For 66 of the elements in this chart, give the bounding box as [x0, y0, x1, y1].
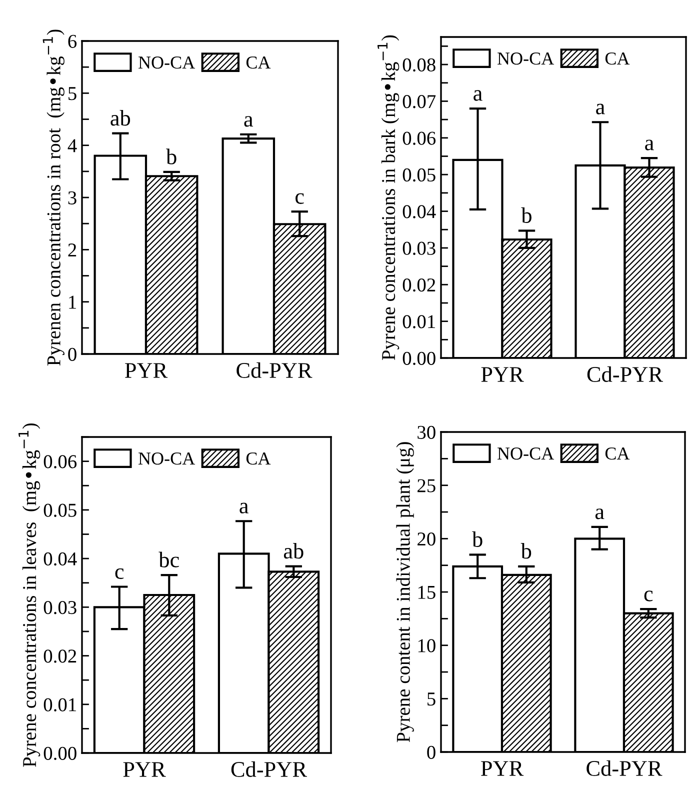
y-tick-label: 0.05	[44, 504, 76, 517]
x-tick-label: PYR	[481, 761, 524, 776]
legend-label: NO-CA	[497, 447, 554, 460]
annotation: a	[595, 508, 604, 520]
y-tick-label: 0.04	[44, 552, 77, 566]
legend-label: CA	[246, 452, 271, 465]
y-tick-label: 0	[427, 746, 436, 759]
annotation: ab	[110, 110, 130, 126]
y-tick-label: 0.07	[402, 95, 436, 108]
y-tick-label: 10	[418, 639, 436, 652]
legend-label: NO-CA	[138, 56, 196, 69]
x-tick-label: Cd-PYR	[231, 761, 307, 777]
annotation: a	[240, 502, 248, 514]
annotation: c	[115, 568, 124, 580]
y-tick-label: 2	[68, 244, 76, 256]
y-tick-label: 0.03	[402, 242, 436, 255]
legend-label: NO-CA	[497, 52, 554, 65]
y-tick-label: 0.00	[44, 746, 76, 760]
x-tick-label: Cd-PYR	[586, 760, 662, 776]
x-tick-label: Cd-PYR	[587, 366, 663, 382]
y-tick-label: 0.08	[402, 58, 436, 72]
y-tick-label: 25	[418, 479, 436, 492]
legend-label: CA	[246, 56, 271, 69]
y-tick-label: 1	[69, 296, 76, 309]
y-tick-label: 0.04	[402, 205, 436, 218]
annotation: ab	[284, 543, 304, 559]
y-tick-label: 0.02	[402, 278, 436, 292]
annotation: b	[521, 207, 532, 223]
annotation: a	[596, 104, 605, 114]
x-tick-label: PYR	[125, 363, 168, 378]
y-tick-label: 0.06	[402, 132, 436, 145]
y-tick-label: 0.01	[44, 698, 76, 712]
y-tick-label: 0.03	[44, 600, 76, 614]
annotation: a	[645, 140, 654, 150]
annotation: b	[472, 531, 482, 547]
y-tick-label: 20	[418, 532, 436, 546]
y-tick-label: 0.02	[44, 650, 76, 663]
y-tick-label: 4	[68, 139, 77, 152]
x-tick-label: PYR	[481, 367, 524, 382]
y-tick-label: 0.01	[402, 315, 435, 328]
x-tick-label: Cd-PYR	[236, 362, 312, 378]
y-tick-label: 0	[68, 348, 76, 361]
y-axis-title: Pyrene concentrations in bark (mg•kg$^{−1}$)	[378, 35, 400, 360]
y-tick-label: 6	[68, 34, 77, 48]
annotation: b	[166, 148, 176, 164]
y-tick-label: 0.00	[402, 352, 436, 366]
annotation: a	[244, 116, 254, 127]
legend-label: CA	[605, 447, 630, 460]
annotation: c	[644, 590, 653, 602]
legend-label: NO-CA	[138, 452, 196, 465]
y-axis-title: Pyrene concentrations in leaves (mg•kg$^{−1}$)	[18, 423, 40, 767]
legend-label: CA	[605, 52, 630, 65]
annotation: b	[520, 543, 532, 559]
y-tick-label: 15	[418, 586, 436, 599]
x-tick-label: PYR	[123, 762, 166, 777]
y-tick-label: 0.05	[402, 168, 436, 182]
y-tick-label: 30	[418, 426, 436, 439]
y-axis-title: Pyrene content in individual plant (μg)	[396, 442, 414, 742]
annotation: c	[296, 193, 304, 204]
annotation: bc	[158, 552, 179, 568]
annotation: a	[474, 90, 482, 101]
y-axis-title: Pyrenen concentrations in root (mg•kg$^{−1}$)	[42, 30, 64, 366]
y-tick-label: 5	[68, 87, 76, 100]
y-tick-label: 3	[68, 191, 76, 204]
y-tick-label: 5	[428, 692, 436, 706]
y-tick-label: 0.06	[44, 455, 77, 468]
